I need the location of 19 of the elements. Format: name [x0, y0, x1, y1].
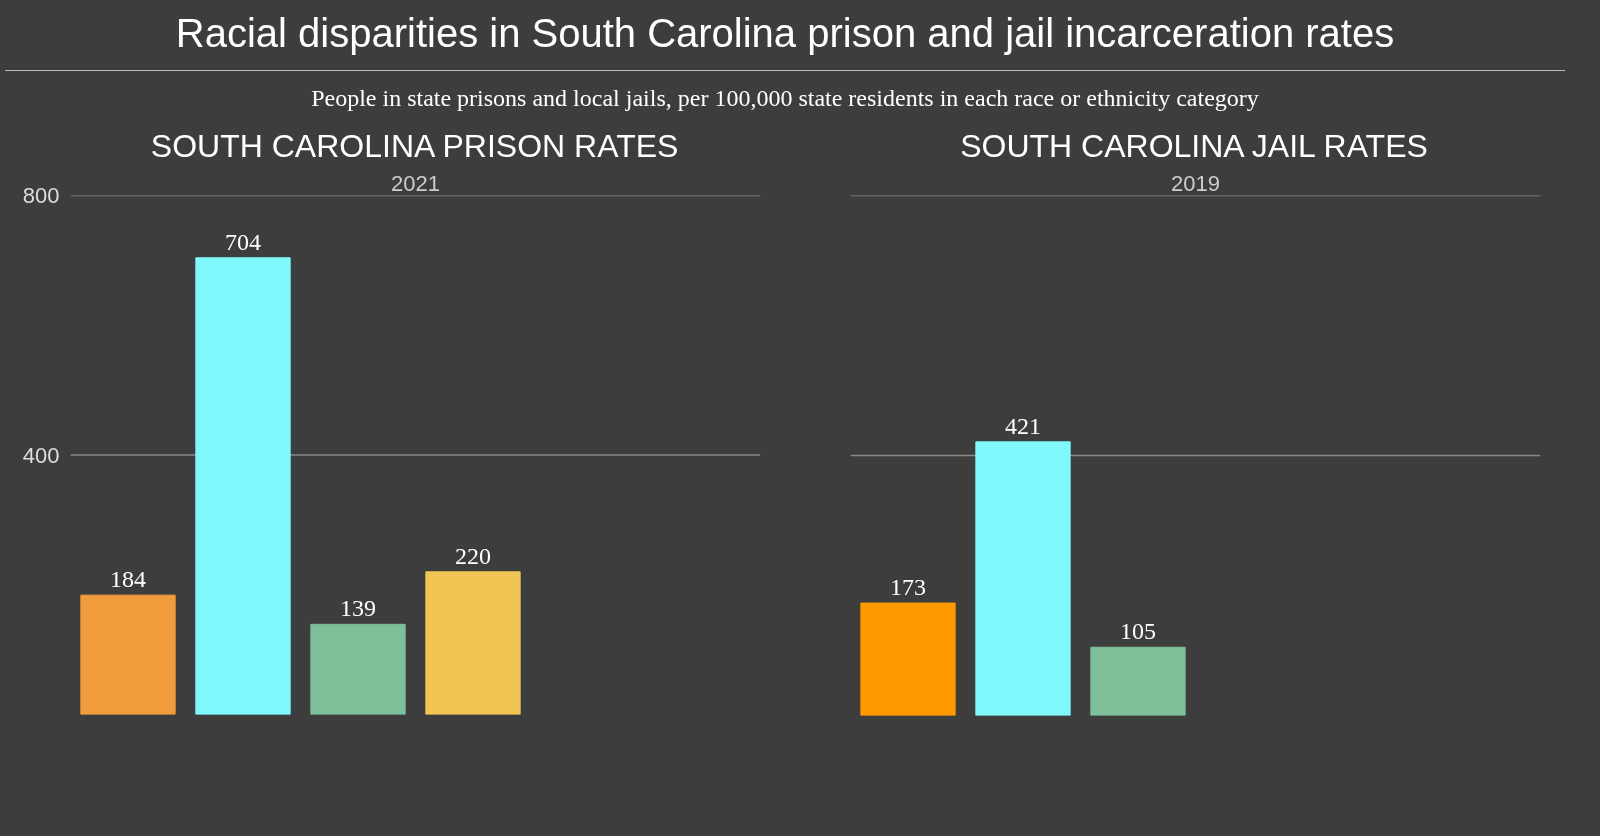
- data-label: 421: [1005, 413, 1041, 440]
- bar: [80, 595, 176, 715]
- chart-title: SOUTH CAROLINA PRISON RATES: [150, 127, 679, 164]
- y-tick-label: 800: [22, 183, 60, 209]
- data-label: 704: [225, 229, 261, 256]
- bar: [310, 624, 406, 715]
- y-tick-label: 400: [22, 442, 60, 468]
- chart-subtitle: 2021: [391, 170, 440, 196]
- data-label: 173: [890, 574, 926, 601]
- bar: [425, 571, 521, 715]
- data-label: 105: [1120, 618, 1156, 645]
- data-label: 220: [455, 543, 491, 570]
- bar: [195, 257, 291, 715]
- text: Racial disparities in South Carolina prison and jail incarceration rates: [175, 10, 1395, 57]
- chart-subtitle: 2019: [1171, 170, 1220, 196]
- text: People in state prisons and local jails, per 100,000 state residents in each race or ethnicity category: [311, 84, 1259, 114]
- chart-title: SOUTH CAROLINA JAIL RATES: [960, 127, 1428, 164]
- data-label: 184: [110, 566, 146, 593]
- data-label: 139: [340, 595, 376, 622]
